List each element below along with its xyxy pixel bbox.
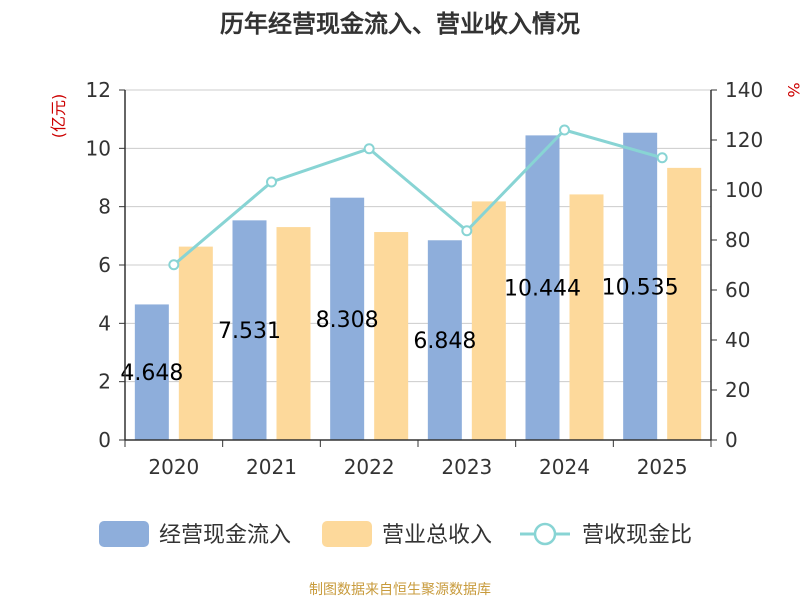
legend-item-2[interactable]: 营收现金比 xyxy=(520,522,692,548)
left-axis-label: (亿元) xyxy=(49,94,68,139)
right-tick-label: 0 xyxy=(725,428,738,452)
point-revenue-cash-ratio-2023 xyxy=(461,225,473,237)
data-label-cash-inflow-2021: 7.531 xyxy=(218,319,281,344)
left-tick-label: 6 xyxy=(98,253,111,277)
left-tick-label: 8 xyxy=(98,195,111,219)
point-revenue-cash-ratio-2020 xyxy=(168,259,180,271)
bar-cash-inflow-2022 xyxy=(330,197,365,440)
bar-revenue-2025 xyxy=(667,167,702,440)
left-tick-label: 12 xyxy=(86,78,111,102)
data-label-cash-inflow-2025: 10.535 xyxy=(602,275,679,300)
data-label-cash-inflow-2022: 8.308 xyxy=(316,308,379,333)
data-label-cash-inflow-2020: 4.648 xyxy=(120,361,183,386)
bar-revenue-2024 xyxy=(569,194,604,440)
x-tick-label-2020: 2020 xyxy=(148,455,199,479)
source-note: 制图数据来自恒生聚源数据库 xyxy=(309,582,491,598)
right-tick-label: 140 xyxy=(725,78,763,102)
legend-swatch-1 xyxy=(322,521,372,547)
right-tick-label: 120 xyxy=(725,128,763,152)
bar-revenue-2021 xyxy=(276,227,311,440)
legend-label-2: 营收现金比 xyxy=(582,523,692,548)
legend-label-1: 营业总收入 xyxy=(382,523,492,548)
data-label-cash-inflow-2023: 6.848 xyxy=(413,329,476,354)
chart-title: 历年经营现金流入、营业收入情况 xyxy=(220,10,580,38)
legend-swatch-0 xyxy=(99,521,149,547)
right-tick-label: 40 xyxy=(725,328,750,352)
bar-revenue-2020 xyxy=(178,246,213,440)
right-axis-label: % xyxy=(784,82,800,97)
point-revenue-cash-ratio-2021 xyxy=(266,176,277,188)
bar-revenue-2023 xyxy=(471,201,506,440)
point-revenue-cash-ratio-2024 xyxy=(559,124,570,136)
legend-marker xyxy=(533,522,557,546)
point-revenue-cash-ratio-2025 xyxy=(656,152,668,164)
bar-cash-inflow-2023 xyxy=(427,240,462,440)
point-revenue-cash-ratio-2022 xyxy=(363,143,375,155)
bar-layer xyxy=(134,132,702,440)
right-tick-label: 80 xyxy=(725,228,750,252)
left-tick-label: 2 xyxy=(98,370,111,394)
x-tick-label-2024: 2024 xyxy=(539,455,590,479)
legend[interactable]: 经营现金流入 营业总收入 营收现金比 xyxy=(99,521,692,548)
legend-label-0: 经营现金流入 xyxy=(159,523,291,548)
line-layer xyxy=(168,124,668,271)
data-label-cash-inflow-2024: 10.444 xyxy=(504,277,581,302)
bar-revenue-2022 xyxy=(374,232,409,440)
data-label-layer: 4.648 7.531 8.308 6.848 10.444 10.535 xyxy=(120,275,678,386)
left-tick-label: 4 xyxy=(98,311,111,335)
bar-cash-inflow-2020 xyxy=(134,304,169,440)
x-tick-label-2021: 2021 xyxy=(246,455,297,479)
bar-cash-inflow-2025 xyxy=(623,132,658,440)
bar-cash-inflow-2024 xyxy=(525,135,560,440)
legend-item-1[interactable]: 营业总收入 xyxy=(322,521,492,548)
right-tick-label: 100 xyxy=(725,178,763,202)
right-tick-label: 20 xyxy=(725,378,750,402)
x-tick-label-2025: 2025 xyxy=(637,455,688,479)
grid-layer xyxy=(125,89,711,383)
x-tick-label-2023: 2023 xyxy=(441,455,492,479)
bar-cash-inflow-2021 xyxy=(232,220,267,440)
x-tick-label-2022: 2022 xyxy=(344,455,395,479)
left-tick-label: 10 xyxy=(86,136,111,160)
legend-item-0[interactable]: 经营现金流入 xyxy=(99,521,291,548)
line-revenue-cash-ratio xyxy=(172,128,663,266)
left-tick-label: 0 xyxy=(98,428,111,452)
right-tick-label: 60 xyxy=(725,278,750,302)
